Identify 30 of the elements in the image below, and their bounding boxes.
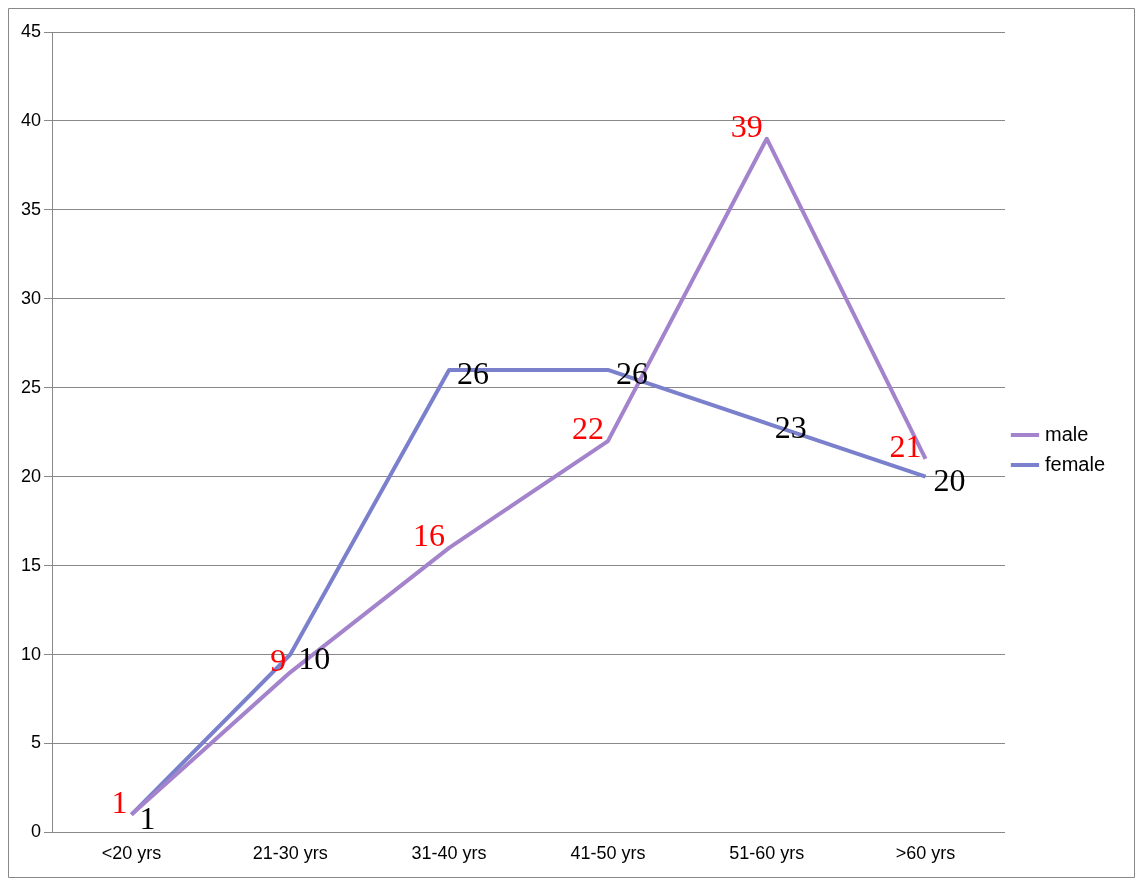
data-label: 9 bbox=[270, 641, 287, 678]
y-tick-label: 5 bbox=[31, 732, 42, 753]
legend-label: male bbox=[1044, 422, 1089, 445]
data-label: 23 bbox=[774, 408, 807, 445]
y-tick-label: 10 bbox=[20, 643, 42, 664]
y-tick-label: 20 bbox=[20, 465, 42, 486]
x-tick-label: 21-30 yrs bbox=[252, 843, 328, 864]
x-tick-label: >60 yrs bbox=[895, 843, 956, 864]
y-tick-label: 35 bbox=[20, 198, 42, 219]
data-label: 26 bbox=[615, 355, 648, 392]
data-label: 16 bbox=[413, 517, 446, 554]
x-tick-label: 41-50 yrs bbox=[570, 843, 646, 864]
x-tick-label: 31-40 yrs bbox=[411, 843, 487, 864]
y-tick-label: 45 bbox=[20, 20, 42, 41]
x-tick-label: 51-60 yrs bbox=[729, 843, 805, 864]
y-tick-label: 0 bbox=[31, 821, 42, 842]
data-label: 21 bbox=[889, 428, 922, 465]
data-label: 1 bbox=[139, 800, 156, 837]
data-label: 20 bbox=[933, 462, 966, 499]
data-label: 26 bbox=[457, 355, 490, 392]
data-label: 22 bbox=[571, 410, 604, 447]
y-tick-label: 40 bbox=[20, 109, 42, 130]
data-label: 1 bbox=[111, 784, 128, 821]
data-label: 39 bbox=[730, 108, 763, 145]
legend-label: female bbox=[1044, 452, 1105, 475]
x-tick-label: <20 yrs bbox=[101, 843, 162, 864]
y-tick-label: 30 bbox=[20, 287, 42, 308]
y-tick-label: 25 bbox=[20, 376, 42, 397]
data-label: 10 bbox=[298, 639, 331, 676]
y-tick-label: 15 bbox=[20, 554, 42, 575]
